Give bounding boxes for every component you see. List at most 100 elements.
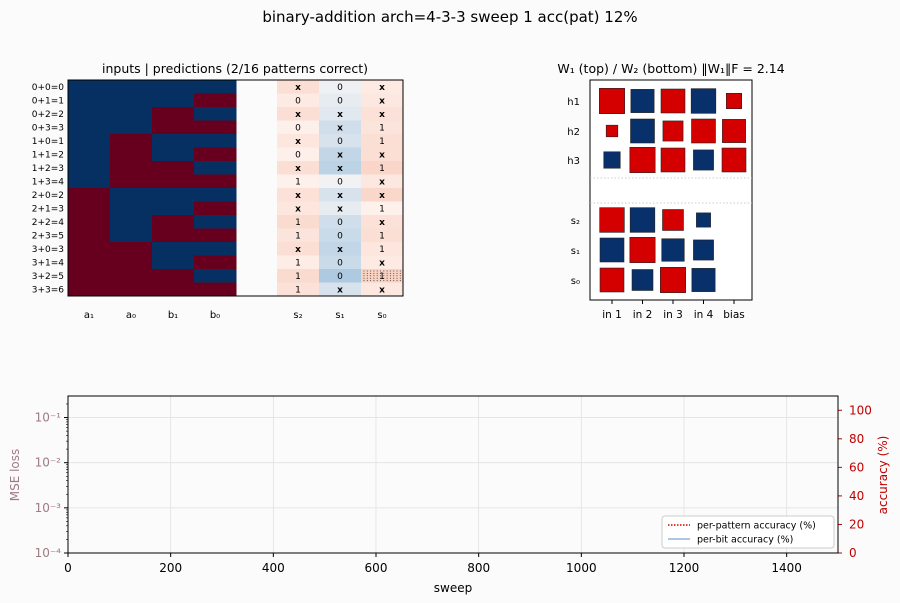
row-label: 2+3=5	[32, 232, 64, 242]
hatch-dot	[376, 270, 378, 272]
hatch-dot	[383, 272, 385, 274]
weight-col-label: in 3	[663, 309, 683, 321]
x-tick-label: 0	[64, 561, 72, 575]
weight-col-label: in 2	[633, 309, 653, 321]
hatch-dot	[380, 275, 381, 277]
x-tick-label: 400	[262, 561, 285, 575]
prediction-cell	[361, 282, 404, 297]
input-cell	[68, 228, 111, 243]
prediction-cell	[277, 228, 320, 243]
prediction-label: 1	[379, 272, 385, 282]
prediction-label: 0	[337, 259, 343, 269]
prediction-cell	[319, 188, 362, 202]
weight-square	[693, 149, 714, 171]
input-cell	[194, 80, 237, 94]
prediction-label: x	[379, 191, 385, 201]
weight-square	[629, 147, 656, 173]
input-cell	[152, 134, 195, 148]
input-cell	[110, 174, 153, 189]
y2-tick-label: 40	[849, 489, 864, 503]
input-cell	[152, 93, 195, 108]
prediction-cell	[319, 107, 362, 121]
input-cell	[194, 242, 237, 256]
prediction-label: x	[295, 191, 301, 201]
row-label: 1+0=1	[32, 137, 64, 147]
weight-square	[726, 93, 742, 109]
prediction-cell	[277, 242, 320, 256]
weight-square	[661, 238, 685, 262]
weight-square	[605, 124, 619, 138]
hatch-dot	[393, 280, 395, 282]
input-cell	[68, 93, 111, 108]
row-label: 0+2=2	[32, 110, 64, 120]
weight-col-label: bias	[723, 309, 745, 321]
hatch-dot	[396, 275, 398, 277]
prediction-cell	[319, 93, 362, 108]
weight-square	[690, 88, 717, 114]
row-label: 0+3=3	[32, 124, 64, 134]
weight-square	[660, 88, 686, 114]
hatch-dot	[396, 277, 398, 279]
prediction-cell	[319, 255, 362, 270]
row-label: 2+0=2	[32, 191, 64, 201]
weight-square	[660, 147, 686, 173]
row-label: 0+1=1	[32, 97, 64, 107]
prediction-cell	[361, 147, 404, 162]
prediction-label: x	[295, 164, 301, 174]
hatch-dot	[399, 272, 401, 274]
y-tick-label: 10⁻²	[35, 456, 62, 470]
input-cell	[68, 134, 111, 148]
input-cell	[152, 120, 195, 135]
prediction-cell	[319, 80, 362, 94]
prediction-cell	[277, 188, 320, 202]
row-label: 0+0=0	[32, 83, 65, 93]
input-cell	[152, 228, 195, 243]
hatch-dot	[363, 275, 365, 277]
prediction-label: x	[337, 205, 343, 215]
hatch-dot	[386, 275, 388, 277]
hatch-dot	[396, 280, 398, 282]
prediction-label: x	[337, 151, 343, 161]
hatch-dot	[363, 280, 365, 282]
prediction-label: 1	[379, 124, 385, 134]
prediction-label: x	[337, 245, 343, 255]
y-axis-label: MSE loss	[8, 449, 22, 502]
prediction-label: 0	[295, 124, 301, 134]
prediction-cell	[319, 269, 362, 283]
prediction-cell	[277, 80, 320, 94]
prediction-cell	[361, 80, 404, 94]
input-cell	[68, 80, 111, 94]
input-cell	[110, 255, 153, 270]
prediction-cell	[361, 228, 404, 243]
input-cell	[194, 134, 237, 148]
hatch-dot	[363, 270, 365, 272]
hatch-dot	[376, 280, 378, 282]
input-cell	[152, 269, 195, 283]
weight-square	[630, 89, 655, 113]
hatch-dot	[370, 275, 372, 277]
output-row-label: s₁	[571, 246, 580, 257]
prediction-label: 0	[295, 151, 301, 161]
hatch-dot	[396, 272, 398, 274]
hidden-row-label: h3	[567, 156, 580, 167]
hatch-dot	[389, 275, 391, 277]
row-label: 3+0=3	[32, 245, 64, 255]
input-cell	[110, 242, 153, 256]
prediction-cell	[277, 147, 320, 162]
hatch-dot	[386, 280, 388, 282]
y2-tick-label: 0	[849, 546, 857, 560]
input-cell	[110, 93, 153, 108]
prediction-label: x	[337, 286, 343, 296]
y-tick-label: 10⁻⁴	[35, 546, 62, 560]
prediction-label: x	[295, 110, 301, 120]
input-cell	[68, 161, 111, 175]
prediction-label: x	[379, 259, 385, 269]
hatch-dot	[366, 270, 368, 272]
hatch-dot	[366, 275, 368, 277]
row-label: 1+2=3	[32, 164, 64, 174]
hatch-dot	[370, 280, 372, 282]
prediction-label: x	[379, 110, 385, 120]
prediction-cell	[319, 134, 362, 148]
weight-square	[630, 118, 655, 144]
